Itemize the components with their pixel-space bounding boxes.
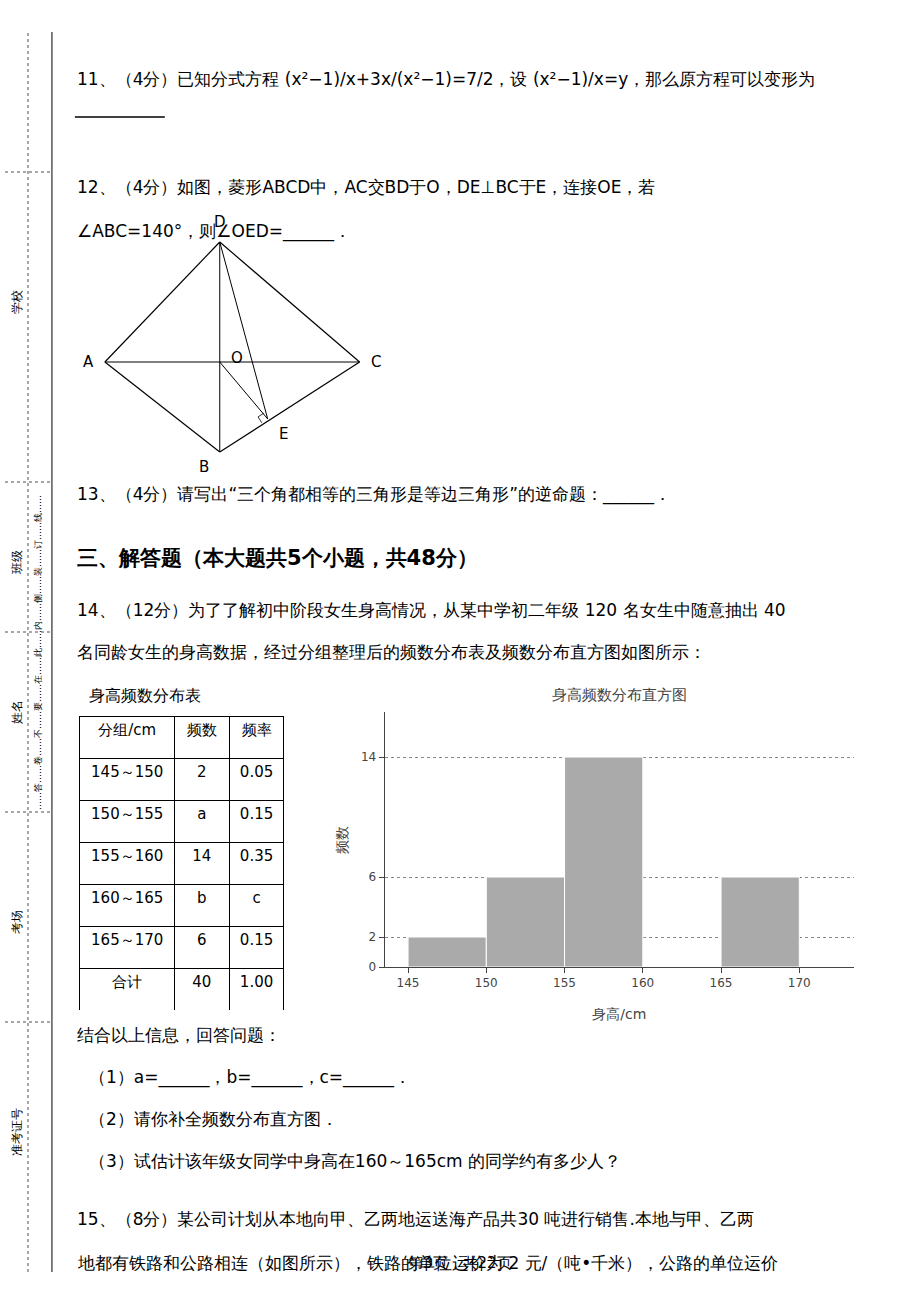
svg-text:15、（8分）某公司计划从本地向甲、乙两地运送海产品共30: 15、（8分）某公司计划从本地向甲、乙两地运送海产品共30 吨进行销售.本地与甲…: [77, 1209, 754, 1229]
svg-text:2: 2: [197, 763, 207, 781]
svg-text:分组/cm: 分组/cm: [98, 721, 156, 739]
svg-text:14: 14: [361, 750, 376, 764]
svg-text:6: 6: [197, 931, 207, 949]
svg-text:165～170: 165～170: [91, 931, 163, 949]
svg-text:1.00: 1.00: [240, 973, 273, 991]
svg-text:14、（12分）为了了解初中阶段女生身高情况，从某中学初二年: 14、（12分）为了了解初中阶段女生身高情况，从某中学初二年级 120 名女生中…: [77, 600, 786, 620]
svg-text:145: 145: [397, 976, 420, 990]
svg-text:C: C: [371, 353, 381, 371]
svg-text:学校: 学校: [10, 290, 24, 314]
svg-text:170: 170: [788, 976, 811, 990]
svg-text:名同龄女生的身高数据，经过分组整理后的频数分布表及频数分布直: 名同龄女生的身高数据，经过分组整理后的频数分布表及频数分布直方图如图所示：: [77, 642, 706, 662]
svg-text:2: 2: [369, 930, 377, 944]
svg-text:145～150: 145～150: [91, 763, 163, 781]
svg-text:身高频数分布表: 身高频数分布表: [89, 686, 201, 705]
svg-text:频数: 频数: [334, 826, 350, 854]
svg-text:160: 160: [631, 976, 654, 990]
svg-text:三、解答题（本大题共5个小题，共48分）: 三、解答题（本大题共5个小题，共48分）: [77, 546, 478, 570]
svg-text:160～165: 160～165: [91, 889, 163, 907]
svg-text:地都有铁路和公路相连（如图所示），铁路的单位运价为 2 元/: 地都有铁路和公路相连（如图所示），铁路的单位运价为 2 元/（吨•千米），公路的…: [77, 1253, 778, 1273]
svg-text:结合以上信息，回答问题：: 结合以上信息，回答问题：: [77, 1025, 281, 1045]
svg-text:150～155: 150～155: [91, 805, 163, 823]
svg-text:考场: 考场: [10, 910, 24, 934]
svg-text:0.05: 0.05: [240, 763, 273, 781]
svg-text:b: b: [197, 889, 207, 907]
svg-text:身高频数分布直方图: 身高频数分布直方图: [552, 686, 687, 704]
svg-text:0.15: 0.15: [240, 805, 273, 823]
svg-text:班级: 班级: [10, 550, 24, 574]
svg-text:（1）a=______，b=______，c=______．: （1）a=______，b=______，c=______．: [89, 1067, 411, 1088]
svg-text:0: 0: [369, 960, 377, 974]
svg-text:姓名: 姓名: [10, 700, 24, 724]
svg-text:6: 6: [369, 870, 377, 884]
svg-text:c: c: [252, 889, 260, 907]
svg-text:A: A: [83, 353, 94, 371]
svg-text:频率: 频率: [242, 721, 272, 739]
svg-text:0.35: 0.35: [240, 847, 273, 865]
svg-text:频数: 频数: [187, 721, 217, 739]
svg-text:合计: 合计: [112, 973, 142, 991]
svg-text:155: 155: [553, 976, 576, 990]
svg-text:155～160: 155～160: [91, 847, 163, 865]
svg-text:身高/cm: 身高/cm: [592, 1006, 646, 1022]
svg-text:0.15: 0.15: [240, 931, 273, 949]
svg-text:150: 150: [475, 976, 498, 990]
svg-text:第3页，共22页: 第3页，共22页: [408, 1254, 512, 1272]
svg-text:准考证号: 准考证号: [10, 1108, 24, 1156]
svg-text:E: E: [279, 425, 288, 443]
svg-text:a: a: [197, 805, 206, 823]
svg-text:（3）试估计该年级女同学中身高在160～165cm 的同学约: （3）试估计该年级女同学中身高在160～165cm 的同学约有多少人？: [89, 1151, 621, 1171]
svg-text:……答……卷……不……要……在……此……内……侧……装……订: ……答……卷……不……要……在……此……内……侧……装……订……线……: [33, 495, 43, 810]
svg-text:∠ABC=140°，则∠OED=______．: ∠ABC=140°，则∠OED=______．: [77, 221, 351, 242]
svg-text:11、（4分）已知分式方程 (x²−1)/x+3x/(x²−: 11、（4分）已知分式方程 (x²−1)/x+3x/(x²−1)=7/2，设 (…: [77, 69, 815, 89]
svg-text:165: 165: [710, 976, 733, 990]
svg-text:12、（4分）如图，菱形ABCD中，AC交BD于O，DE⊥B: 12、（4分）如图，菱形ABCD中，AC交BD于O，DE⊥BC于E，连接OE，若: [77, 177, 655, 197]
svg-text:14: 14: [192, 847, 211, 865]
svg-text:D: D: [214, 213, 226, 231]
svg-text:（2）请你补全频数分布直方图．: （2）请你补全频数分布直方图．: [89, 1109, 338, 1129]
svg-text:O: O: [231, 349, 243, 367]
svg-text:40: 40: [192, 973, 211, 991]
svg-text:13、（4分）请写出“三个角都相等的三角形是等边三角形”的逆: 13、（4分）请写出“三个角都相等的三角形是等边三角形”的逆命题：______．: [77, 484, 671, 505]
svg-text:B: B: [199, 458, 209, 476]
